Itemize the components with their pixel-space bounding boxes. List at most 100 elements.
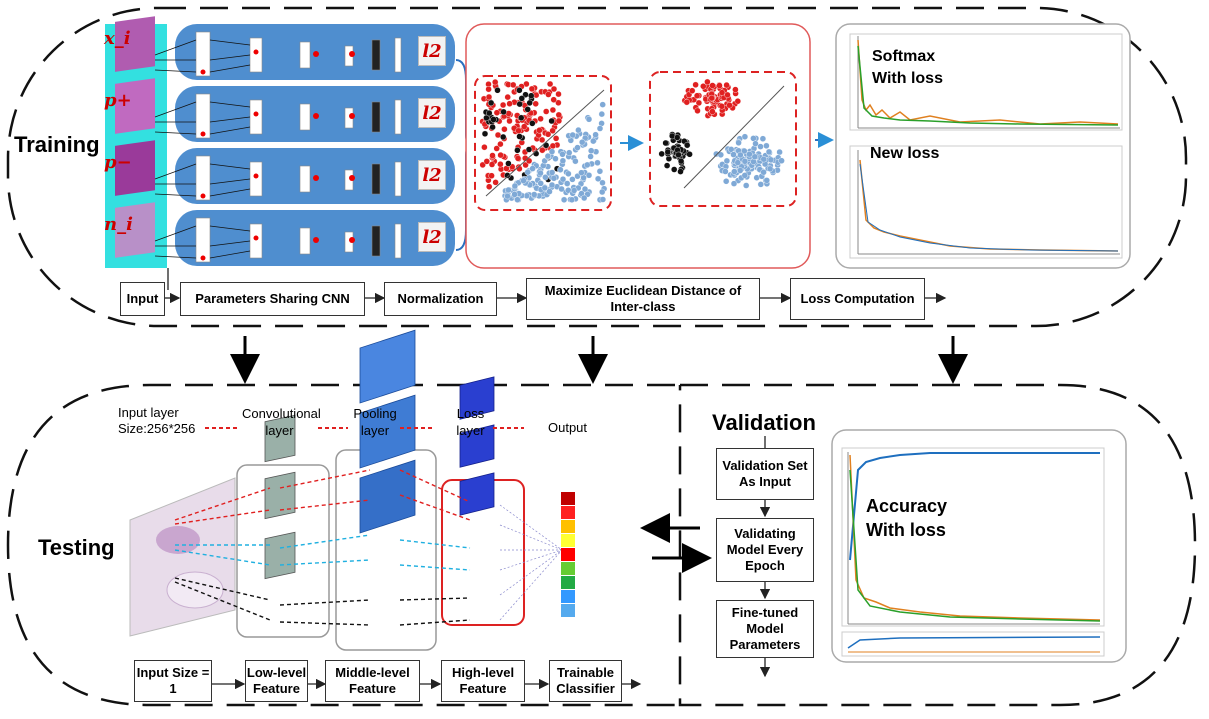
scatter-point xyxy=(516,87,523,94)
scatter-point xyxy=(550,175,558,182)
scatter-point xyxy=(730,151,737,158)
scatter-point xyxy=(734,159,741,166)
scatter-point xyxy=(486,109,493,117)
scatter-point xyxy=(558,185,565,193)
scatter-point xyxy=(542,142,550,149)
label-convolutional-layer: Convolutional layer xyxy=(242,406,321,438)
scatter-point xyxy=(552,155,559,162)
scatter-point xyxy=(525,146,533,153)
scatter-point xyxy=(752,140,759,147)
scatter-point xyxy=(585,172,593,179)
scatter-point xyxy=(584,161,591,169)
scatter-point xyxy=(743,182,750,189)
scatter-point xyxy=(694,107,701,115)
low-level-feature-maps xyxy=(264,414,296,580)
scatter-point xyxy=(511,191,518,198)
scatter-point xyxy=(677,168,684,175)
label-output: Output xyxy=(548,420,588,435)
scatter-point xyxy=(594,175,602,183)
scatter-point xyxy=(579,138,586,146)
scatter-point xyxy=(544,152,552,160)
scatter-point xyxy=(723,157,731,165)
scatter-point xyxy=(662,139,669,147)
new-loss-plot xyxy=(849,145,1123,259)
scatter-point xyxy=(724,91,731,99)
scatter-point xyxy=(485,85,492,93)
scatter-point xyxy=(559,157,567,165)
scatter-point xyxy=(483,158,490,165)
scatter-point xyxy=(569,176,576,183)
scatter-point xyxy=(492,78,499,86)
scatter-point xyxy=(599,101,606,108)
histology-input-images xyxy=(115,16,155,258)
scatter-point xyxy=(592,131,599,138)
scatter-point xyxy=(741,158,749,165)
validation-step-every-epoch: Validating Model Every Epoch xyxy=(716,518,814,582)
scatter-point xyxy=(671,166,678,173)
scatter-point xyxy=(545,91,552,98)
l2-normalization-box-2: l2 xyxy=(418,98,446,128)
scatter-point xyxy=(723,178,730,185)
scatter-point xyxy=(488,172,495,179)
scatter-point xyxy=(520,177,527,184)
pipeline-input: Input xyxy=(120,282,165,316)
scatter-point xyxy=(555,117,563,125)
separator-line-after xyxy=(683,85,785,189)
scatter-point xyxy=(664,148,671,156)
scatter-point xyxy=(497,140,504,148)
scatter-point xyxy=(504,172,511,179)
scatter-point xyxy=(588,147,595,154)
scatter-point xyxy=(778,157,785,164)
scatter-point xyxy=(539,146,546,154)
scatter-point xyxy=(532,100,539,108)
scatter-point xyxy=(737,167,744,174)
scatter-point xyxy=(514,147,521,154)
input-label-anchor: x_i xyxy=(104,28,131,49)
scatter-point xyxy=(674,134,681,141)
scatter-point xyxy=(550,85,558,93)
scatter-point xyxy=(489,123,496,131)
accuracy-loss-label: Accuracy With loss xyxy=(866,496,948,540)
scatter-point xyxy=(677,157,685,165)
scatter-point xyxy=(683,98,690,106)
scatter-point xyxy=(548,117,555,125)
scatter-point xyxy=(596,168,604,175)
scatter-point xyxy=(490,116,497,123)
scatter-point xyxy=(763,142,770,150)
scatter-point xyxy=(599,188,606,196)
output-class-cell xyxy=(561,604,575,617)
scatter-point xyxy=(560,196,568,204)
scatter-point xyxy=(516,100,523,108)
scatter-point xyxy=(546,80,554,88)
testing-title: Testing xyxy=(38,535,115,560)
pipeline-parameters-sharing-cnn: Parameters Sharing CNN xyxy=(180,282,365,316)
scatter-point xyxy=(543,108,550,115)
scatter-point xyxy=(516,133,523,140)
scatter-point xyxy=(481,143,488,151)
input-label-negative: p− xyxy=(104,152,132,173)
scatter-point xyxy=(722,168,729,175)
scatter-point xyxy=(531,191,538,198)
scatter-point xyxy=(723,81,730,89)
output-class-cell xyxy=(561,548,575,561)
scatter-point xyxy=(500,108,507,116)
scatter-point xyxy=(506,117,513,125)
scatter-point xyxy=(559,175,567,183)
scatter-point xyxy=(557,166,564,173)
scatter-point xyxy=(555,99,562,107)
scatter-point xyxy=(675,151,682,159)
scatter-point xyxy=(695,99,703,107)
output-connections xyxy=(499,504,563,621)
training-title: Training xyxy=(14,132,100,157)
scatter-point xyxy=(511,182,519,190)
scatter-point xyxy=(485,93,493,101)
scatter-point xyxy=(763,177,770,184)
cluster-after-points xyxy=(658,78,785,189)
new-loss-label: New loss xyxy=(870,145,940,162)
scatter-point xyxy=(493,145,500,152)
scatter-point xyxy=(575,126,582,134)
scatter-point xyxy=(693,92,701,99)
scatter-point xyxy=(542,174,549,181)
scatter-point xyxy=(718,103,725,110)
